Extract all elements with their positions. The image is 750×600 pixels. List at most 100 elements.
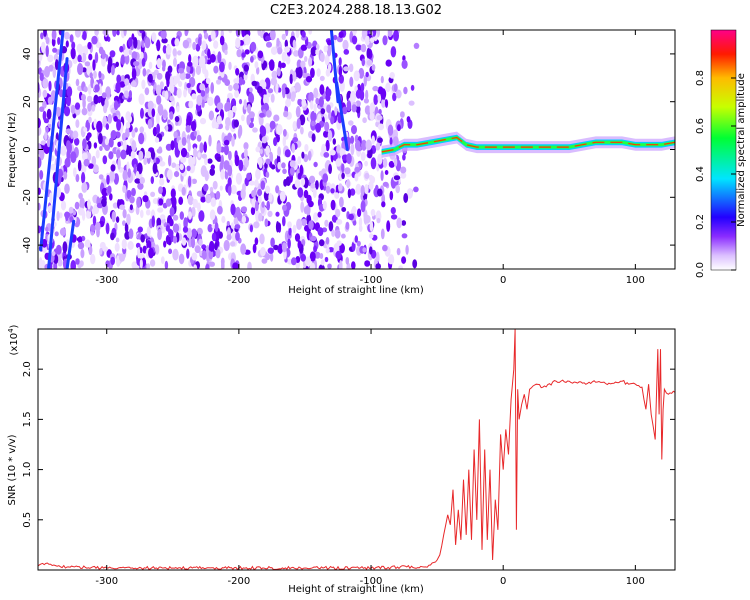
noise-speck (233, 83, 240, 91)
colorbar-tick-label: 0.2 (695, 214, 706, 230)
noise-speck (43, 30, 47, 37)
noise-speck (341, 233, 346, 239)
noise-speck (312, 187, 317, 199)
noise-speck (138, 252, 145, 259)
noise-speck (187, 230, 192, 240)
noise-speck (227, 165, 233, 177)
noise-speck (163, 240, 167, 248)
noise-speck (51, 251, 56, 257)
noise-speck (125, 121, 131, 129)
noise-speck (267, 88, 274, 94)
colorbar-tick-label: 0.4 (695, 166, 706, 182)
noise-speck (372, 85, 379, 92)
noise-speck (124, 54, 130, 65)
noise-speck (410, 84, 415, 91)
colorbar-label: Normalized spectral amplitude (736, 73, 747, 227)
noise-speck (188, 54, 192, 64)
noise-speck (380, 88, 387, 100)
noise-speck (275, 82, 279, 95)
noise-speck (384, 170, 389, 175)
noise-speck (147, 118, 153, 130)
noise-speck (292, 224, 297, 234)
noise-speck (112, 30, 117, 37)
noise-speck (77, 241, 85, 250)
noise-speck (228, 84, 233, 92)
noise-speck (46, 108, 52, 120)
noise-streak (47, 57, 69, 269)
noise-speck (282, 86, 286, 99)
noise-speck (251, 190, 257, 198)
noise-speck (371, 64, 376, 71)
noise-speck (375, 263, 381, 269)
noise-speck (320, 259, 325, 266)
noise-speck (165, 225, 170, 232)
noise-speck (44, 131, 48, 141)
noise-speck (145, 209, 151, 216)
noise-speck (375, 184, 379, 191)
noise-speck (369, 37, 375, 43)
noise-speck (68, 206, 74, 214)
noise-speck (158, 186, 163, 195)
noise-speck (83, 86, 88, 93)
noise-speck (102, 115, 107, 128)
noise-speck (192, 198, 198, 206)
noise-speck (56, 210, 60, 222)
noise-speck (313, 212, 319, 222)
noise-speck (165, 124, 169, 132)
noise-speck (201, 40, 207, 51)
noise-speck (92, 215, 97, 226)
noise-speck (201, 244, 207, 250)
noise-speck (57, 258, 63, 267)
noise-speck (339, 260, 343, 269)
noise-speck (412, 259, 418, 269)
noise-speck (390, 46, 397, 58)
noise-speck (277, 146, 281, 157)
noise-speck (182, 226, 189, 233)
noise-speck (93, 142, 98, 149)
y-tick-label: -20 (22, 189, 33, 205)
x-tick-label: -200 (228, 576, 251, 587)
noise-speck (209, 168, 215, 176)
noise-speck (361, 58, 366, 67)
noise-speck (63, 171, 68, 180)
noise-speck (389, 72, 395, 79)
noise-speck (285, 98, 291, 108)
noise-speck (115, 81, 121, 94)
noise-speck (73, 167, 77, 178)
noise-speck (249, 87, 253, 93)
noise-speck (45, 226, 49, 232)
noise-speck (257, 50, 264, 59)
noise-speck (98, 71, 102, 79)
noise-speck (395, 184, 401, 194)
noise-speck (150, 191, 156, 197)
noise-speck (105, 123, 110, 130)
noise-speck (136, 196, 142, 209)
noise-speck (146, 263, 151, 269)
noise-speck (38, 126, 42, 136)
noise-speck (305, 204, 311, 216)
noise-speck (364, 214, 371, 224)
noise-speck (182, 39, 190, 49)
noise-speck (325, 93, 331, 102)
colorbar-tick-label: 0.8 (695, 70, 706, 86)
noise-speck (223, 239, 230, 252)
noise-speck (87, 199, 91, 210)
noise-speck (213, 65, 219, 74)
noise-speck (107, 56, 113, 68)
noise-speck (351, 125, 357, 135)
noise-speck (88, 245, 93, 256)
noise-speck (165, 235, 170, 245)
noise-speck (358, 224, 363, 232)
noise-speck (276, 37, 280, 47)
noise-speck (362, 117, 367, 124)
noise-speck (327, 263, 332, 269)
y-tick-label: 1.0 (22, 462, 33, 478)
noise-speck (88, 163, 94, 169)
noise-speck (281, 162, 286, 169)
noise-speck (382, 244, 388, 252)
noise-speck (119, 204, 126, 210)
noise-speck (75, 258, 80, 265)
noise-speck (209, 186, 214, 193)
noise-speck (408, 100, 415, 106)
noise-speck (38, 117, 41, 129)
